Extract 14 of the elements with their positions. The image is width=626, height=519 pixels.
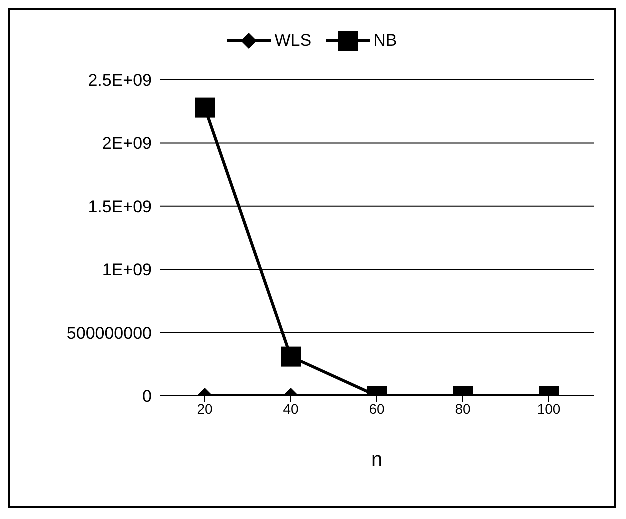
x-tick-label: 80 <box>455 400 471 417</box>
x-tick-label: 100 <box>537 400 561 417</box>
x-axis-title: n <box>371 449 383 471</box>
y-tick-label: 2E+09 <box>102 134 152 154</box>
x-tick-label: 40 <box>283 400 299 417</box>
y-tick-label: 500000000 <box>66 324 152 343</box>
x-tick-label: 60 <box>369 400 385 417</box>
legend-label: WLS <box>274 31 312 51</box>
y-tick-label: 1E+09 <box>102 260 152 280</box>
x-tick-label: 20 <box>197 400 213 417</box>
legend-label: NB <box>374 31 398 51</box>
y-tick-label: 1.5E+09 <box>88 197 152 216</box>
y-tick-label: 2.5E+09 <box>88 71 152 90</box>
y-tick-label: 0 <box>142 387 152 406</box>
